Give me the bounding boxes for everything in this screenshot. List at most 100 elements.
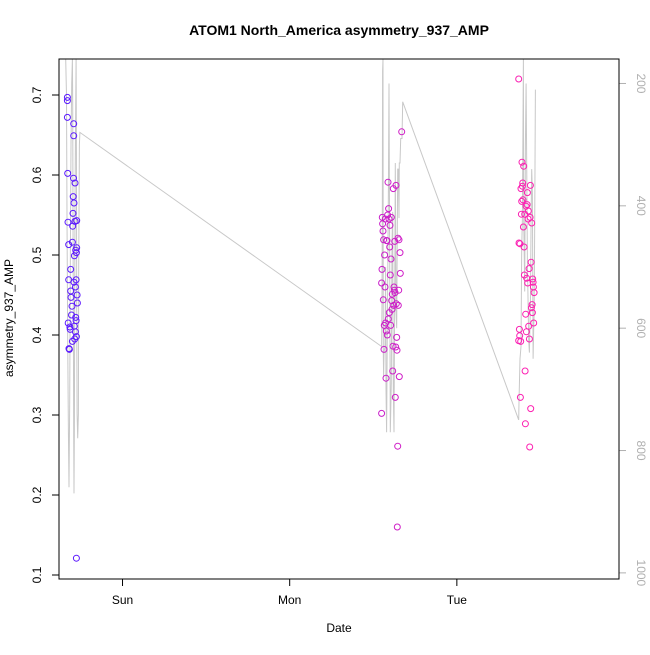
point-layer (63, 75, 538, 562)
data-point (530, 289, 538, 297)
data-point (391, 289, 399, 297)
data-point (70, 120, 78, 128)
data-point (386, 221, 394, 229)
data-point (72, 333, 80, 341)
data-point (386, 243, 394, 251)
data-point (63, 113, 71, 121)
data-point (522, 310, 530, 318)
data-point (518, 182, 526, 190)
data-point (379, 296, 387, 304)
data-point (524, 279, 532, 287)
data-point (71, 283, 79, 291)
data-point (70, 199, 78, 207)
data-point (392, 300, 400, 308)
data-point (528, 309, 536, 317)
data-point (67, 265, 75, 273)
data-point (70, 174, 77, 182)
data-point (72, 249, 80, 257)
data-point (396, 249, 404, 257)
data-point (527, 405, 535, 413)
y-tick-label: 0.6 (30, 166, 44, 183)
data-point (395, 236, 403, 244)
data-point (73, 299, 81, 307)
data-point (521, 367, 529, 375)
data-point (528, 219, 536, 227)
data-point (384, 178, 392, 186)
data-point (526, 181, 534, 189)
data-point (387, 213, 395, 221)
y-tick-label: 0.2 (30, 486, 44, 503)
data-point (380, 236, 388, 244)
data-point (394, 442, 402, 450)
plot-frame (58, 58, 620, 580)
data-point (528, 301, 536, 309)
data-point (389, 367, 397, 375)
data-point (387, 255, 395, 263)
data-point (395, 373, 403, 381)
y-tick-label: 0.3 (30, 406, 44, 423)
data-point (524, 215, 532, 223)
data-point (523, 201, 531, 209)
y-tick-label: 0.7 (30, 86, 44, 103)
data-point (378, 279, 386, 287)
y-tick-label: 0.5 (30, 246, 44, 263)
right-tick-label: 200 (634, 73, 648, 93)
right-tick-label: 400 (634, 196, 648, 216)
data-point (519, 179, 527, 187)
data-point (395, 286, 403, 294)
data-point (523, 189, 531, 197)
data-point (64, 169, 72, 177)
data-point (394, 234, 402, 242)
data-point (391, 393, 399, 401)
data-point (68, 302, 76, 310)
data-point (68, 337, 76, 345)
data-point (524, 207, 532, 215)
data-point (525, 335, 533, 343)
data-point (384, 211, 392, 219)
data-point (73, 244, 81, 252)
data-point (516, 393, 524, 401)
data-point (72, 554, 80, 562)
data-point (65, 241, 73, 249)
data-point (521, 420, 529, 428)
data-point (381, 251, 389, 259)
data-point (393, 523, 401, 531)
data-point (63, 97, 71, 105)
data-point (396, 269, 404, 277)
data-point (66, 323, 74, 331)
x-tick-label: Mon (278, 593, 301, 607)
x-tick-label: Sun (112, 593, 133, 607)
data-point (64, 319, 72, 327)
data-point (515, 75, 523, 83)
data-point (67, 293, 75, 301)
data-point (73, 291, 81, 299)
data-point (393, 346, 401, 354)
y-tick-label: 0.1 (30, 566, 44, 583)
data-point (387, 321, 395, 329)
data-point (527, 258, 535, 266)
data-point (72, 313, 80, 321)
right-tick-label: 600 (634, 318, 648, 338)
data-point (382, 374, 390, 382)
data-point (525, 265, 533, 273)
data-point (385, 205, 393, 213)
data-point (378, 409, 386, 417)
right-tick-label: 800 (634, 441, 648, 461)
chart-title: ATOM1 North_America asymmetry_937_AMP (189, 22, 489, 38)
data-point (383, 237, 391, 245)
x-axis-label: Date (326, 621, 352, 635)
data-point (519, 196, 527, 204)
data-point (63, 93, 71, 101)
data-point (393, 333, 401, 341)
data-point (71, 328, 79, 336)
data-point (517, 210, 525, 218)
data-point (378, 265, 386, 273)
data-point (383, 331, 391, 339)
data-point (72, 317, 80, 325)
data-point (517, 337, 525, 345)
data-point (529, 278, 537, 286)
y-tick-label: 0.4 (30, 326, 44, 343)
data-point (527, 304, 535, 312)
